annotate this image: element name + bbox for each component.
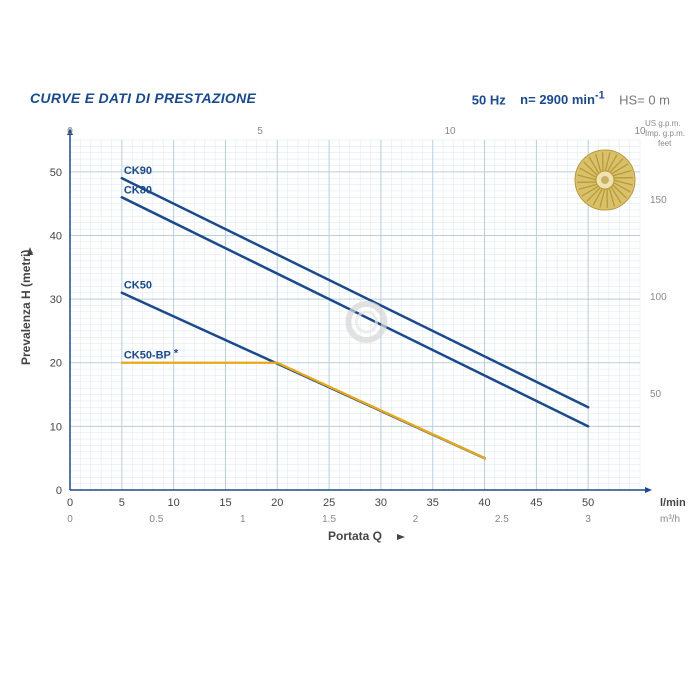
- top-tick: 5: [257, 126, 263, 137]
- right-tick: 50: [650, 389, 662, 400]
- x-tick: 10: [168, 497, 180, 509]
- top-tick: 0: [67, 126, 73, 137]
- x2-tick: 0: [67, 514, 73, 525]
- y-tick: 0: [56, 485, 62, 497]
- x2-tick: 1: [240, 514, 246, 525]
- x-tick: 5: [119, 497, 125, 509]
- right-unit: feet: [658, 139, 672, 148]
- svg-text:*: *: [174, 348, 179, 360]
- x-unit-m3h: m³/h: [660, 514, 680, 525]
- right-tick: 100: [650, 292, 667, 303]
- header-right: 50 Hz n= 2900 min-1 HS= 0 m: [472, 90, 670, 107]
- x-unit-lmin: l/min: [660, 497, 686, 509]
- x-tick: 20: [271, 497, 283, 509]
- y-tick: 10: [50, 421, 62, 433]
- y-tick: 50: [50, 167, 62, 179]
- x-tick: 45: [530, 497, 542, 509]
- x2-tick: 3: [585, 514, 591, 525]
- series-label-CK50-BP: CK50-BP: [124, 350, 171, 362]
- performance-chart: CK90CK80CK50CK50-BP*05101520253035404550…: [0, 110, 700, 560]
- x-tick: 30: [375, 497, 387, 509]
- x-tick: 50: [582, 497, 594, 509]
- x2-tick: 0.5: [149, 514, 163, 525]
- top-unit2: Imp. g.p.m.: [645, 129, 685, 138]
- x-tick: 0: [67, 497, 73, 509]
- series-label-CK50: CK50: [124, 280, 152, 292]
- hz-label: 50 Hz: [472, 92, 506, 107]
- x2-tick: 1.5: [322, 514, 336, 525]
- x-tick: 15: [219, 497, 231, 509]
- x2-tick: 2.5: [495, 514, 509, 525]
- right-tick: 150: [650, 195, 667, 206]
- chart-title: CURVE E DATI DI PRESTAZIONE: [30, 90, 256, 106]
- x-tick: 25: [323, 497, 335, 509]
- top-tick: 10: [444, 126, 456, 137]
- series-label-CK80: CK80: [124, 184, 152, 196]
- x-axis-label: Portata Q: [328, 529, 382, 543]
- y-tick: 20: [50, 358, 62, 370]
- x-tick: 35: [427, 497, 439, 509]
- y-axis-label: Prevalenza H (metri): [19, 250, 33, 365]
- x2-tick: 2: [413, 514, 419, 525]
- y-tick: 40: [50, 230, 62, 242]
- top-unit1: US g.p.m.: [645, 119, 681, 128]
- series-label-CK90: CK90: [124, 165, 152, 177]
- y-tick: 30: [50, 294, 62, 306]
- x-tick: 40: [478, 497, 490, 509]
- hs-label: HS= 0 m: [619, 92, 670, 107]
- rpm-label: n= 2900 min-1: [520, 92, 604, 107]
